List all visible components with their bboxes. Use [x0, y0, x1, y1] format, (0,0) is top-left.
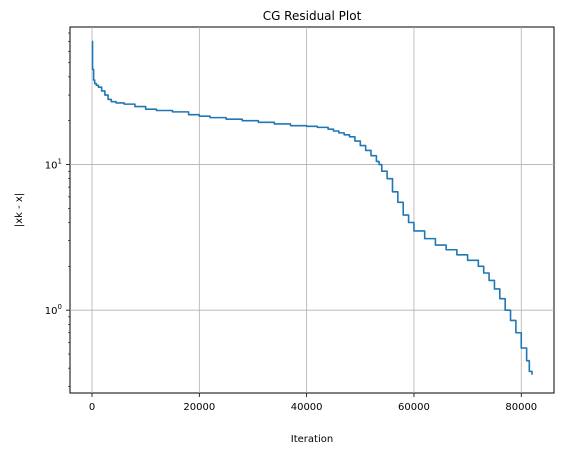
x-tick-label: 80000 [505, 402, 537, 413]
y-tick-label: 100 [45, 303, 62, 317]
x-tick-label: 40000 [291, 402, 323, 413]
residual-line [91, 40, 533, 375]
x-tick-label: 60000 [398, 402, 430, 413]
x-tick-label: 0 [89, 402, 95, 413]
plot-area [69, 26, 555, 394]
chart-title: CG Residual Plot [263, 9, 362, 23]
y-axis: 100 101 [45, 32, 70, 387]
x-axis: 0 20000 40000 60000 80000 [89, 393, 537, 413]
y-axis-label: |xk - x| [14, 193, 25, 227]
series-layer [91, 40, 533, 375]
grid [70, 27, 554, 393]
x-axis-label: Iteration [291, 434, 333, 445]
y-tick-label: 101 [45, 158, 62, 172]
x-tick-label: 20000 [183, 402, 215, 413]
plot-frame [69, 26, 555, 394]
